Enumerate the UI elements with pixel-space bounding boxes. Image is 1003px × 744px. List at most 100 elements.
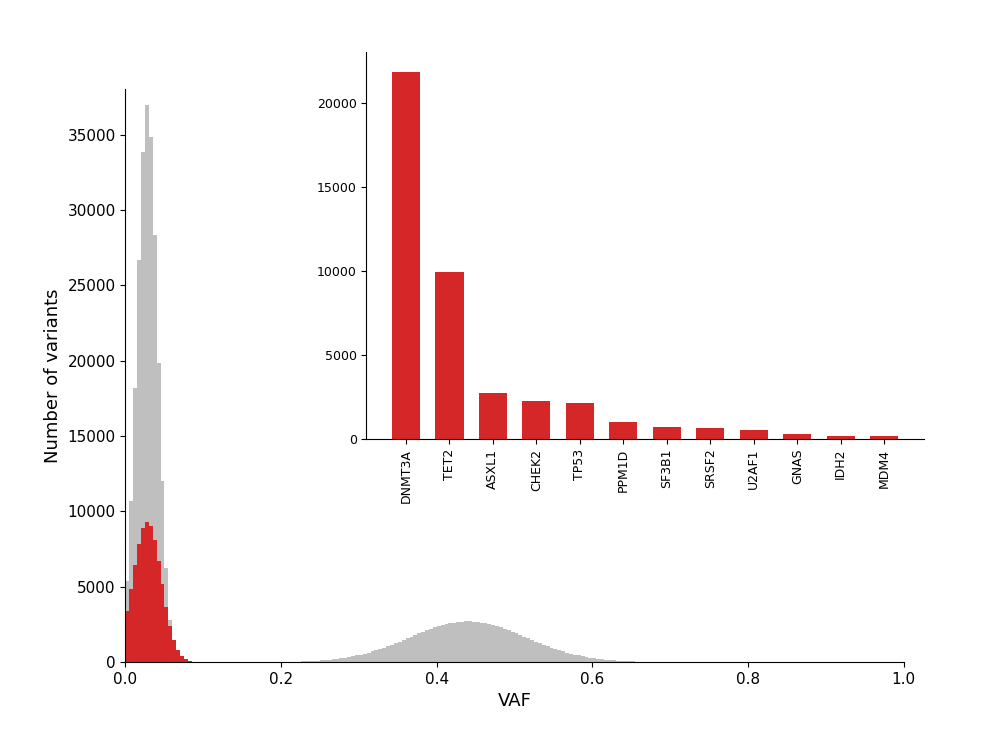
Bar bbox=[588, 658, 592, 662]
Bar bbox=[490, 625, 494, 662]
Bar bbox=[459, 622, 463, 662]
Bar bbox=[140, 528, 144, 662]
Bar bbox=[432, 627, 436, 662]
Bar bbox=[546, 646, 549, 662]
Bar bbox=[129, 501, 133, 662]
Bar bbox=[397, 641, 401, 662]
Bar bbox=[436, 626, 440, 662]
Bar bbox=[475, 622, 479, 662]
Bar bbox=[156, 363, 160, 662]
Bar bbox=[615, 661, 619, 662]
Bar bbox=[569, 654, 573, 662]
Bar bbox=[608, 660, 611, 662]
Bar bbox=[401, 640, 405, 662]
Bar bbox=[331, 659, 335, 662]
Bar bbox=[347, 657, 351, 662]
Bar bbox=[553, 649, 557, 662]
Bar bbox=[156, 561, 160, 662]
Bar bbox=[455, 622, 459, 662]
Bar bbox=[623, 661, 627, 662]
Bar bbox=[503, 629, 507, 662]
Bar bbox=[486, 624, 490, 662]
Legend: driver, non-driver: driver, non-driver bbox=[740, 97, 895, 175]
Bar bbox=[304, 661, 308, 662]
Bar bbox=[584, 657, 588, 662]
Bar bbox=[405, 638, 409, 662]
Bar bbox=[386, 646, 390, 662]
Bar bbox=[169, 626, 173, 662]
Bar bbox=[312, 661, 316, 662]
Bar bbox=[825, 436, 854, 439]
Bar bbox=[133, 565, 137, 662]
Bar bbox=[308, 661, 312, 662]
Bar bbox=[514, 633, 518, 662]
Bar bbox=[378, 649, 382, 662]
Bar bbox=[428, 629, 432, 662]
Bar bbox=[160, 584, 164, 662]
Bar bbox=[125, 611, 129, 662]
Bar bbox=[652, 426, 680, 439]
Bar bbox=[184, 659, 188, 662]
Bar bbox=[359, 655, 362, 662]
Bar bbox=[467, 621, 471, 662]
Bar bbox=[169, 620, 173, 662]
Bar bbox=[561, 652, 565, 662]
Bar bbox=[148, 526, 152, 662]
Bar bbox=[335, 658, 339, 662]
Y-axis label: Number of variants: Number of variants bbox=[44, 289, 62, 463]
Bar bbox=[391, 72, 419, 439]
Bar bbox=[188, 661, 192, 662]
Bar bbox=[140, 152, 144, 662]
Bar bbox=[160, 481, 164, 662]
Bar bbox=[324, 660, 327, 662]
Bar bbox=[604, 660, 608, 662]
Bar bbox=[362, 654, 366, 662]
Bar bbox=[538, 643, 542, 662]
Bar bbox=[522, 401, 550, 439]
Bar bbox=[452, 623, 455, 662]
Bar bbox=[534, 641, 538, 662]
Bar bbox=[164, 568, 169, 662]
Bar bbox=[577, 655, 580, 662]
Bar bbox=[152, 540, 156, 662]
Bar bbox=[463, 621, 467, 662]
Bar bbox=[133, 388, 137, 662]
Bar bbox=[782, 434, 810, 439]
Bar bbox=[498, 627, 503, 662]
Bar bbox=[125, 581, 129, 662]
Bar bbox=[580, 656, 584, 662]
Bar bbox=[596, 658, 600, 662]
Bar bbox=[549, 647, 553, 662]
Bar bbox=[351, 656, 355, 662]
Bar bbox=[164, 606, 169, 662]
Bar bbox=[494, 626, 498, 662]
Bar bbox=[592, 658, 596, 662]
Bar bbox=[417, 633, 421, 662]
Bar bbox=[176, 657, 180, 662]
Bar bbox=[444, 624, 448, 662]
Bar bbox=[413, 635, 417, 662]
X-axis label: VAF: VAF bbox=[497, 693, 531, 711]
Bar bbox=[421, 632, 424, 662]
Bar bbox=[180, 655, 184, 662]
Bar bbox=[370, 652, 374, 662]
Bar bbox=[557, 650, 561, 662]
Bar bbox=[176, 650, 180, 662]
Bar bbox=[611, 661, 615, 662]
Bar bbox=[518, 635, 522, 662]
Bar bbox=[173, 646, 176, 662]
Bar bbox=[374, 650, 378, 662]
Bar bbox=[448, 623, 451, 662]
Bar bbox=[144, 105, 148, 662]
Bar bbox=[328, 660, 331, 662]
Bar bbox=[343, 658, 347, 662]
Bar bbox=[695, 428, 724, 439]
Bar bbox=[739, 430, 767, 439]
Bar bbox=[573, 655, 577, 662]
Bar bbox=[129, 589, 133, 662]
Bar bbox=[483, 623, 486, 662]
Bar bbox=[173, 640, 176, 662]
Bar bbox=[522, 637, 526, 662]
Bar bbox=[393, 643, 397, 662]
Bar bbox=[390, 644, 393, 662]
